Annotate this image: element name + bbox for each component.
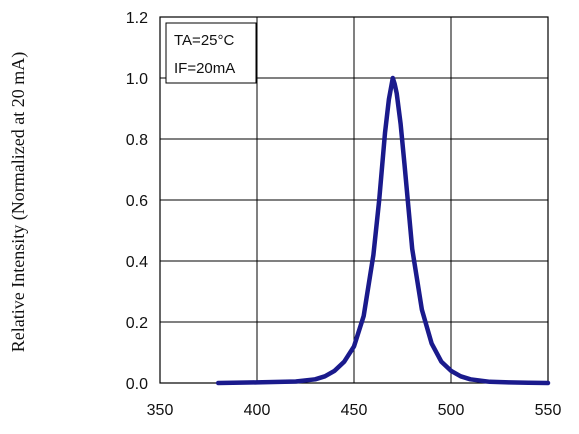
x-tick-label-450: 450 [341,402,368,419]
series-layer [215,75,551,386]
x-tick-label-400: 400 [244,402,271,419]
y-axis-label: Relative Intensity (Normalized at 20 mA) [8,52,29,352]
x-tick-label-500: 500 [438,402,465,419]
y-tick-label-1.0: 1.0 [126,71,148,88]
y-tick-label-0.8: 0.8 [126,132,148,149]
grid-layer [160,17,548,383]
annotation-current: IF=20mA [174,60,235,77]
y-tick-label-0.4: 0.4 [126,254,148,271]
plot-frame [159,16,549,384]
y-tick-label-1.2: 1.2 [126,10,148,27]
y-tick-label-0.0: 0.0 [126,376,148,393]
spectrum-line-0 [215,75,551,386]
annotation-rect [165,22,257,84]
tick-label-layer: 0.0 0.2 0.4 0.6 0.8 1.0 1.2 350 400 450 500 550 [126,10,562,419]
annotation-box: TA=25°C IF=20mA [165,22,257,84]
annotation-temperature: TA=25°C [174,32,234,49]
y-tick-label-0.2: 0.2 [126,315,148,332]
y-tick-label-0.6: 0.6 [126,193,148,210]
axes-layer [159,16,549,384]
x-tick-label-550: 550 [535,402,562,419]
x-tick-label-350: 350 [147,402,174,419]
